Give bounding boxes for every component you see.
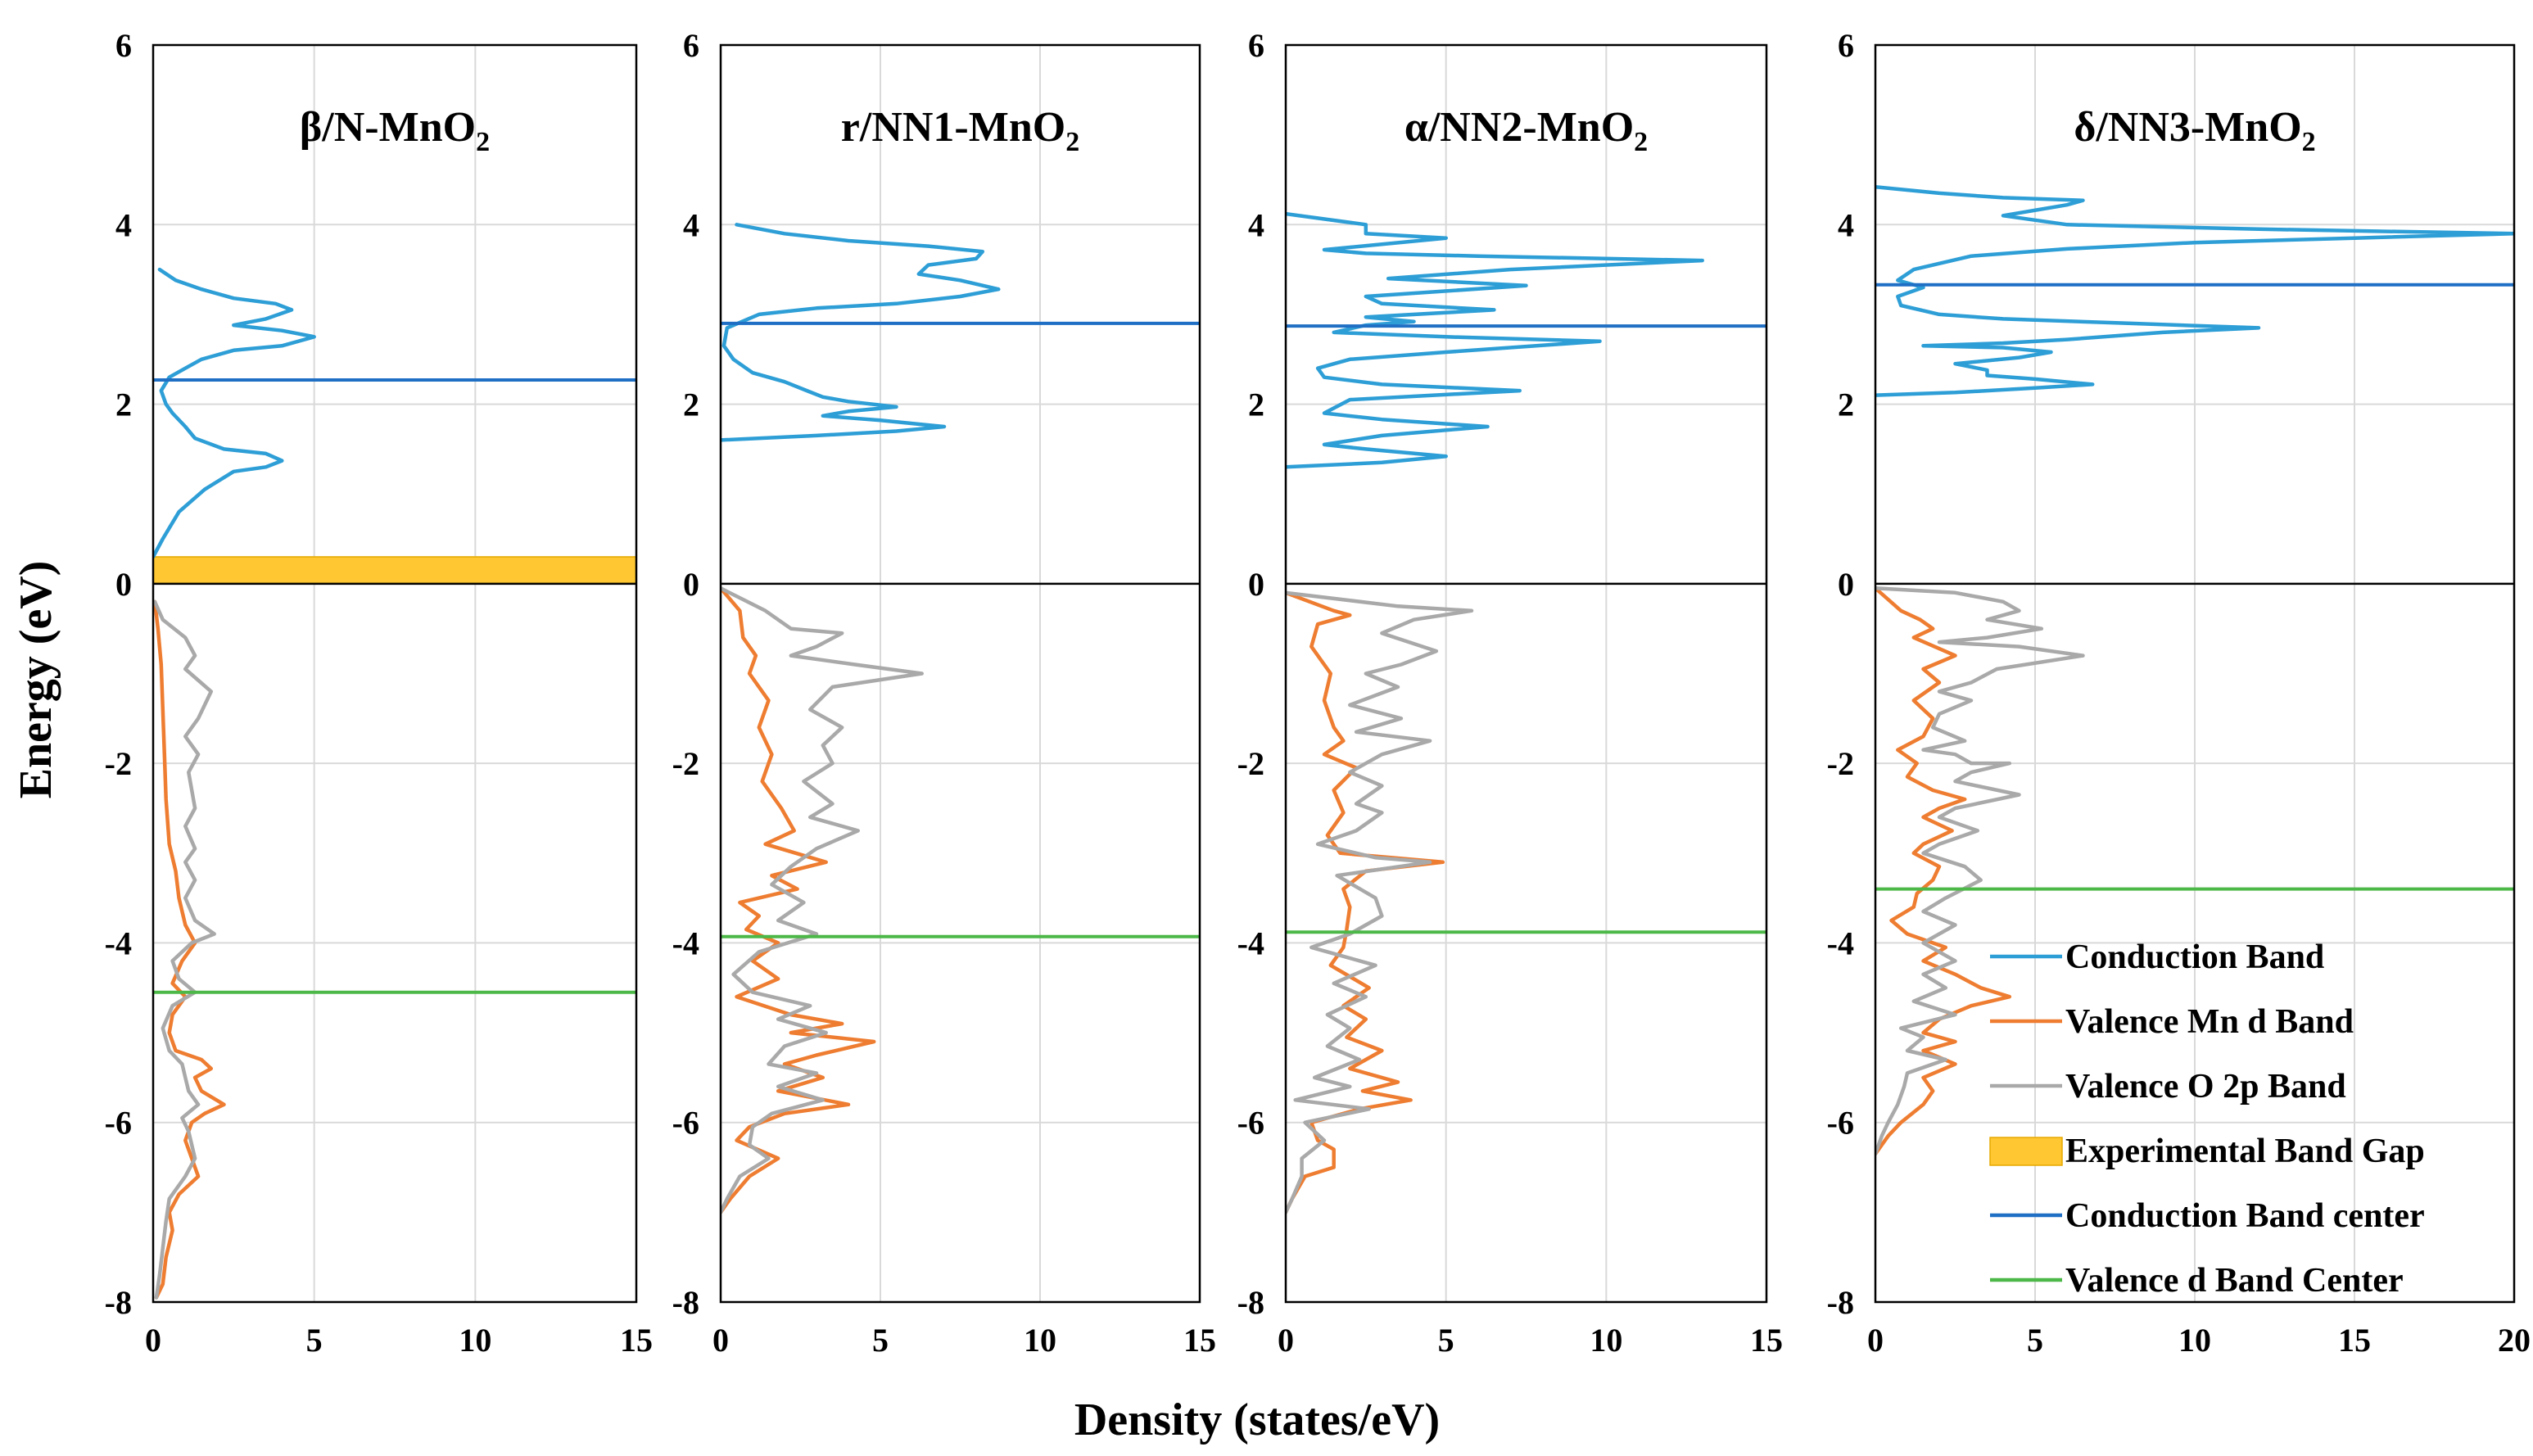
x-tick-label: 15 — [1750, 1322, 1783, 1359]
x-tick-label: 15 — [620, 1322, 653, 1359]
legend-item: Conduction Band center — [1990, 1197, 2425, 1235]
panel-frame — [1874, 43, 2516, 1304]
y-tick-label: -4 — [105, 925, 132, 961]
legend: Conduction Band Valence Mn d Band Valence … — [1989, 938, 2425, 1300]
y-tick-label: 4 — [1248, 206, 1264, 243]
y-tick-label: -8 — [672, 1284, 699, 1321]
panel-title: β/N-MnO2 — [300, 104, 490, 157]
legend-item: Experimental Band Gap — [1989, 1133, 2425, 1170]
y-tick-label: 0 — [683, 566, 699, 603]
x-tick-label: 15 — [1183, 1322, 1216, 1359]
x-tick-label: 15 — [2338, 1322, 2371, 1359]
legend-label: Valence Mn d Band — [2065, 1003, 2354, 1041]
legend-swatch — [1989, 1137, 2063, 1166]
conduction-curve — [153, 267, 316, 559]
x-tick-label: 10 — [2178, 1322, 2211, 1359]
y-tick-label: 2 — [115, 387, 132, 423]
y-tick-label: 4 — [1838, 206, 1854, 243]
y-tick-label: -8 — [105, 1284, 132, 1321]
x-tick-label: 10 — [459, 1322, 491, 1359]
legend-label: Valence d Band Center — [2065, 1262, 2404, 1300]
legend-item: Valence O 2p Band — [1990, 1068, 2346, 1106]
x-tick-label: 5 — [2027, 1322, 2043, 1359]
legend-item: Conduction Band — [1990, 938, 2324, 976]
mn_d-curve — [1286, 590, 1445, 1214]
y-tick-label: -6 — [105, 1105, 132, 1142]
mn_d-curve — [721, 586, 876, 1214]
x-tick-label: 0 — [712, 1322, 729, 1359]
legend-label: Conduction Band center — [2065, 1197, 2425, 1235]
y-tick-label: -8 — [1827, 1284, 1854, 1321]
y-tick-label: 6 — [1248, 27, 1264, 64]
x-tick-label: 10 — [1024, 1322, 1056, 1359]
y-tick-label: -2 — [1827, 745, 1854, 782]
conduction-curve — [721, 223, 1001, 442]
legend-item: Valence Mn d Band — [1990, 1003, 2354, 1041]
x-tick-label: 20 — [2498, 1322, 2531, 1359]
plot-area — [1286, 211, 1766, 1214]
y-tick-label: -6 — [1237, 1105, 1264, 1142]
panel-1: 6 4 2 0 -2 -4 -6 -8 0 5 10 15 β/N-MnO2 — [105, 27, 653, 1359]
legend-label: Experimental Band Gap — [2065, 1133, 2425, 1170]
y-tick-label: -6 — [672, 1105, 699, 1142]
panel-title: α/NN2-MnO2 — [1404, 104, 1648, 157]
panel-3: 6 4 2 0 -2 -4 -6 -8 0 5 10 15 α/NN2-MnO2 — [1237, 27, 1783, 1359]
x-tick-label: 5 — [1438, 1322, 1454, 1359]
panel-2: 6 4 2 0 -2 -4 -6 -8 0 5 10 15 r/NN1-MnO2 — [672, 27, 1216, 1359]
panel-title: δ/NN3-MnO2 — [2074, 104, 2315, 157]
y-tick-label: 6 — [1838, 27, 1854, 64]
x-tick-label: 0 — [1867, 1322, 1884, 1359]
legend-label: Valence O 2p Band — [2065, 1068, 2346, 1106]
panel-frame — [1284, 43, 1768, 1304]
y-tick-label: -4 — [1237, 925, 1264, 961]
x-axis-label: Density (states/eV) — [1074, 1395, 1440, 1445]
legend-item: Valence d Band Center — [1990, 1262, 2404, 1300]
y-tick-label: 4 — [683, 206, 699, 243]
y-tick-label: -4 — [1827, 925, 1854, 961]
y-tick-label: 0 — [1248, 566, 1264, 603]
o2p-curve — [1286, 590, 1474, 1214]
y-tick-label: 2 — [1248, 387, 1264, 423]
x-tick-label: 0 — [1278, 1322, 1294, 1359]
x-tick-label: 5 — [872, 1322, 889, 1359]
y-tick-label: -2 — [105, 745, 132, 782]
y-tick-label: -4 — [672, 925, 699, 961]
y-axis-label: Energy (eV) — [11, 561, 61, 799]
x-tick-label: 0 — [145, 1322, 161, 1359]
o2p-curve — [721, 586, 924, 1214]
y-tick-label: 0 — [1838, 566, 1854, 603]
x-tick-label: 10 — [1590, 1322, 1622, 1359]
plot-area — [1875, 184, 2514, 1156]
panel-frame — [152, 43, 638, 1304]
mn_d-curve — [153, 599, 226, 1300]
y-tick-label: 6 — [115, 27, 132, 64]
conduction-curve — [1875, 184, 2514, 397]
y-tick-label: 6 — [683, 27, 699, 64]
o2p-curve — [153, 599, 216, 1300]
y-tick-label: 2 — [683, 387, 699, 423]
o2p-curve — [1875, 586, 2085, 1156]
y-tick-label: 2 — [1838, 387, 1854, 423]
conduction-curve — [1286, 211, 1704, 469]
y-tick-label: -6 — [1827, 1105, 1854, 1142]
experimental-band-gap — [153, 556, 636, 585]
panel-frame — [719, 43, 1201, 1304]
mn_d-curve — [1875, 586, 2012, 1156]
y-tick-label: 0 — [115, 566, 132, 603]
legend-label: Conduction Band — [2065, 938, 2324, 976]
plot-area — [153, 267, 636, 1300]
y-tick-label: -2 — [672, 745, 699, 782]
panel-title: r/NN1-MnO2 — [841, 104, 1079, 157]
plot-area — [721, 223, 1200, 1214]
y-tick-label: -2 — [1237, 745, 1264, 782]
y-tick-label: -8 — [1237, 1284, 1264, 1321]
y-tick-label: 4 — [115, 206, 132, 243]
x-tick-label: 5 — [306, 1322, 323, 1359]
